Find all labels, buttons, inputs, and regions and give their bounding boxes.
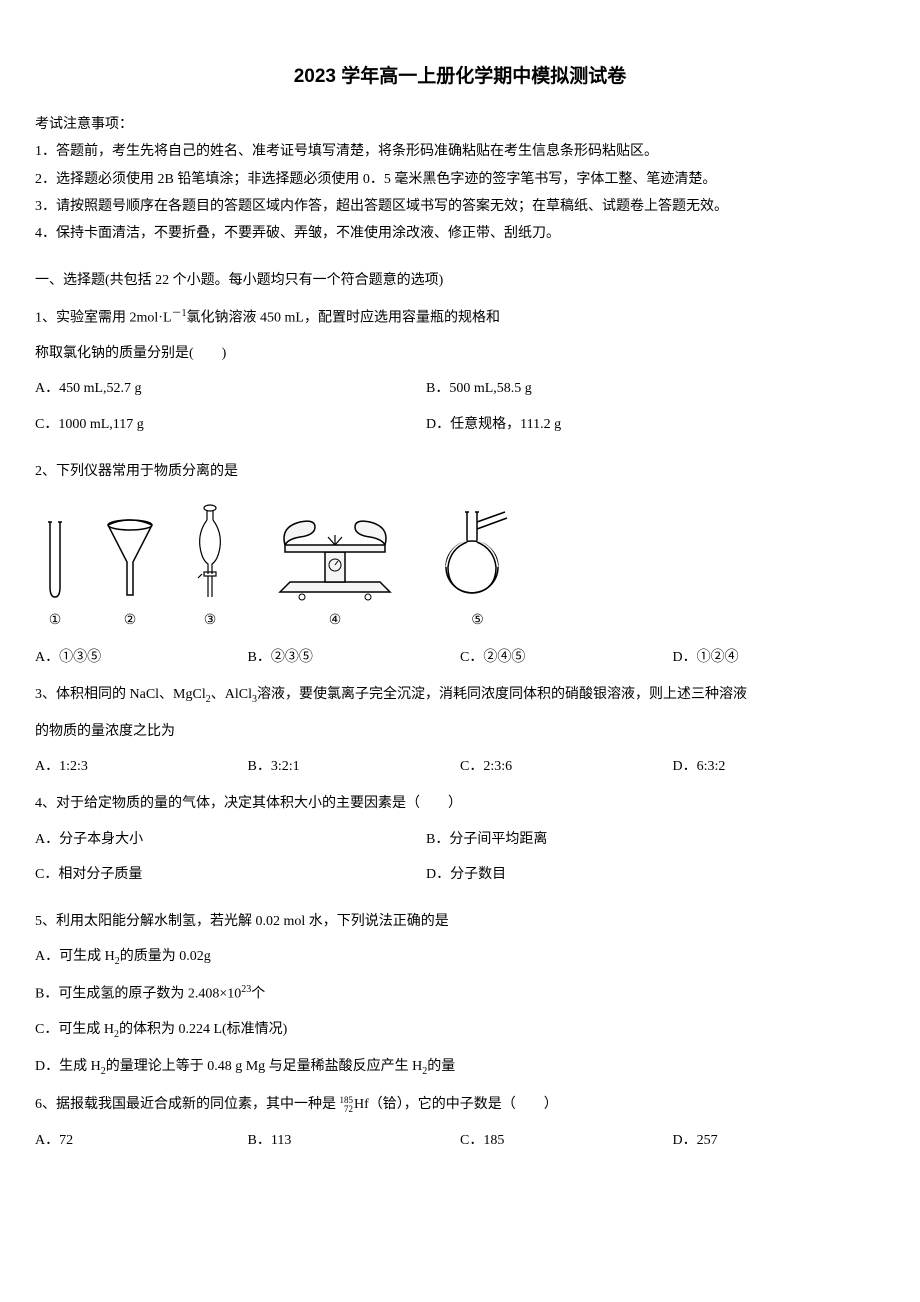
diagram-label-1: ① xyxy=(49,608,62,633)
q2-opt-b: B．②③⑤ xyxy=(248,645,461,670)
question-3: 3、体积相同的 NaCl、MgCl2、AlCl3溶液，要使氯离子完全沉淀，消耗同… xyxy=(35,682,885,779)
q2-options: A．①③⑤ B．②③⑤ C．②④⑤ D．①②④ xyxy=(35,645,885,670)
q6-p1: 6、据报载我国最近合成新的同位素，其中一种是 xyxy=(35,1097,340,1112)
q6-opt-a: A．72 xyxy=(35,1128,248,1153)
exam-title: 2023 学年高一上册化学期中模拟测试卷 xyxy=(35,60,885,94)
q5b-p1: B．可生成氢的原子数为 2.408×10 xyxy=(35,987,241,1002)
q5b-p2: 个 xyxy=(251,987,265,1002)
instruction-2: 2．选择题必须使用 2B 铅笔填涂；非选择题必须使用 0．5 毫米黑色字迹的签字… xyxy=(35,167,885,192)
q6-atomic: 72 xyxy=(340,1105,354,1114)
q1-opt-a: A．450 mL,52.7 g xyxy=(35,376,426,401)
q3-p3: 溶液，要使氯离子完全沉淀，消耗同浓度同体积的硝酸银溶液，则上述三种溶液 xyxy=(257,687,747,702)
question-5: 5、利用太阳能分解水制氢，若光解 0.02 mol 水，下列说法正确的是 A．可… xyxy=(35,909,885,1080)
q5d-p1: D．生成 H xyxy=(35,1059,101,1074)
question-4: 4、对于给定物质的量的气体，决定其体积大小的主要因素是（ ） A．分子本身大小 … xyxy=(35,791,885,897)
q3-opt-c: C．2:3:6 xyxy=(460,754,673,779)
q5c-p1: C．可生成 H xyxy=(35,1022,114,1037)
diagram-separating-funnel: ③ xyxy=(190,502,230,633)
question-1: 1、实验室需用 2mol·L－1氯化钠溶液 450 mL，配置时应选用容量瓶的规… xyxy=(35,305,885,446)
q5c-p2: 的体积为 0.224 L(标准情况) xyxy=(119,1022,287,1037)
q5-opt-a: A．可生成 H2的质量为 0.02g xyxy=(35,944,885,971)
q5a-p2: 的质量为 0.02g xyxy=(120,949,211,964)
isotope-notation: 18572 xyxy=(340,1096,354,1114)
q4-text: 4、对于给定物质的量的气体，决定其体积大小的主要因素是（ ） xyxy=(35,791,885,816)
diagram-funnel: ② xyxy=(100,517,160,633)
q5-opt-d: D．生成 H2的量理论上等于 0.48 g Mg 与足量稀盐酸反应产生 H2的量 xyxy=(35,1054,885,1081)
q5-text: 5、利用太阳能分解水制氢，若光解 0.02 mol 水，下列说法正确的是 xyxy=(35,909,885,934)
q2-opt-d: D．①②④ xyxy=(673,645,886,670)
instruction-1: 1．答题前，考生先将自己的姓名、准考证号填写清楚，将条形码准确粘贴在考生信息条形… xyxy=(35,139,885,164)
q2-text: 2、下列仪器常用于物质分离的是 xyxy=(35,459,885,484)
instruction-4: 4．保持卡面清洁，不要折叠，不要弄破、弄皱，不准使用涂改液、修正带、刮纸刀。 xyxy=(35,221,885,246)
q1-suffix1: 氯化钠溶液 450 mL，配置时应选用容量瓶的规格和 xyxy=(187,311,500,326)
q2-opt-c: C．②④⑤ xyxy=(460,645,673,670)
instruction-3: 3．请按照题号顺序在各题目的答题区域内作答，超出答题区域书写的答案无效；在草稿纸… xyxy=(35,194,885,219)
q3-p2: 、AlCl xyxy=(211,687,252,702)
q6-options: A．72 B．113 C．185 D．257 xyxy=(35,1128,885,1153)
question-6: 6、据报载我国最近合成新的同位素，其中一种是 18572Hf（铪），它的中子数是… xyxy=(35,1092,885,1152)
q2-opt-a: A．①③⑤ xyxy=(35,645,248,670)
q6-opt-c: C．185 xyxy=(460,1128,673,1153)
diagram-distillation-flask: ⑤ xyxy=(440,507,515,633)
q4-opt-b: B．分子间平均距离 xyxy=(426,827,817,852)
diagram-label-2: ② xyxy=(124,608,137,633)
q1-options: A．450 mL,52.7 g B．500 mL,58.5 g C．1000 m… xyxy=(35,376,885,446)
q6-text: 6、据报载我国最近合成新的同位素，其中一种是 18572Hf（铪），它的中子数是… xyxy=(35,1092,885,1117)
question-2: 2、下列仪器常用于物质分离的是 ① ② xyxy=(35,459,885,671)
diagram-test-tube: ① xyxy=(40,517,70,633)
diagram-label-3: ③ xyxy=(204,608,217,633)
diagram-balance: ④ xyxy=(260,507,410,633)
q4-opt-d: D．分子数目 xyxy=(426,862,817,887)
q5a-p1: A．可生成 H xyxy=(35,949,115,964)
q6-opt-d: D．257 xyxy=(673,1128,886,1153)
q3-line2: 的物质的量浓度之比为 xyxy=(35,719,885,744)
q5-options: A．可生成 H2的质量为 0.02g B．可生成氢的原子数为 2.408×102… xyxy=(35,944,885,1080)
q4-options: A．分子本身大小 B．分子间平均距离 C．相对分子质量 D．分子数目 xyxy=(35,827,885,897)
instructions-header: 考试注意事项： xyxy=(35,112,885,137)
diagram-label-4: ④ xyxy=(329,608,342,633)
q6-p2: Hf（铪），它的中子数是（ ） xyxy=(354,1097,558,1112)
q3-options: A．1:2:3 B．3:2:1 C．2:3:6 D．6:3:2 xyxy=(35,754,885,779)
q5d-p3: 的量 xyxy=(427,1059,455,1074)
q1-line2: 称取氯化钠的质量分别是( ) xyxy=(35,341,885,366)
q5-opt-b: B．可生成氢的原子数为 2.408×1023个 xyxy=(35,981,885,1007)
q1-opt-c: C．1000 mL,117 g xyxy=(35,412,426,437)
q1-prefix: 1、实验室需用 2mol·L xyxy=(35,311,172,326)
q6-opt-b: B．113 xyxy=(248,1128,461,1153)
q1-exp: －1 xyxy=(172,308,187,319)
q1-opt-d: D．任意规格，111.2 g xyxy=(426,412,817,437)
q5-opt-c: C．可生成 H2的体积为 0.224 L(标准情况) xyxy=(35,1017,885,1044)
q3-p1: 3、体积相同的 NaCl、MgCl xyxy=(35,687,206,702)
q5d-p2: 的量理论上等于 0.48 g Mg 与足量稀盐酸反应产生 H xyxy=(106,1059,423,1074)
q3-text: 3、体积相同的 NaCl、MgCl2、AlCl3溶液，要使氯离子完全沉淀，消耗同… xyxy=(35,682,885,709)
q1-text: 1、实验室需用 2mol·L－1氯化钠溶液 450 mL，配置时应选用容量瓶的规… xyxy=(35,305,885,331)
diagram-label-5: ⑤ xyxy=(471,608,484,633)
q2-diagram-container: ① ② ③ xyxy=(35,502,885,633)
q4-opt-c: C．相对分子质量 xyxy=(35,862,426,887)
section-1-header: 一、选择题(共包括 22 个小题。每小题均只有一个符合题意的选项) xyxy=(35,268,885,293)
q3-opt-b: B．3:2:1 xyxy=(248,754,461,779)
q3-opt-d: D．6:3:2 xyxy=(673,754,886,779)
q5b-e1: 23 xyxy=(241,984,251,995)
q3-opt-a: A．1:2:3 xyxy=(35,754,248,779)
q1-opt-b: B．500 mL,58.5 g xyxy=(426,376,817,401)
q4-opt-a: A．分子本身大小 xyxy=(35,827,426,852)
